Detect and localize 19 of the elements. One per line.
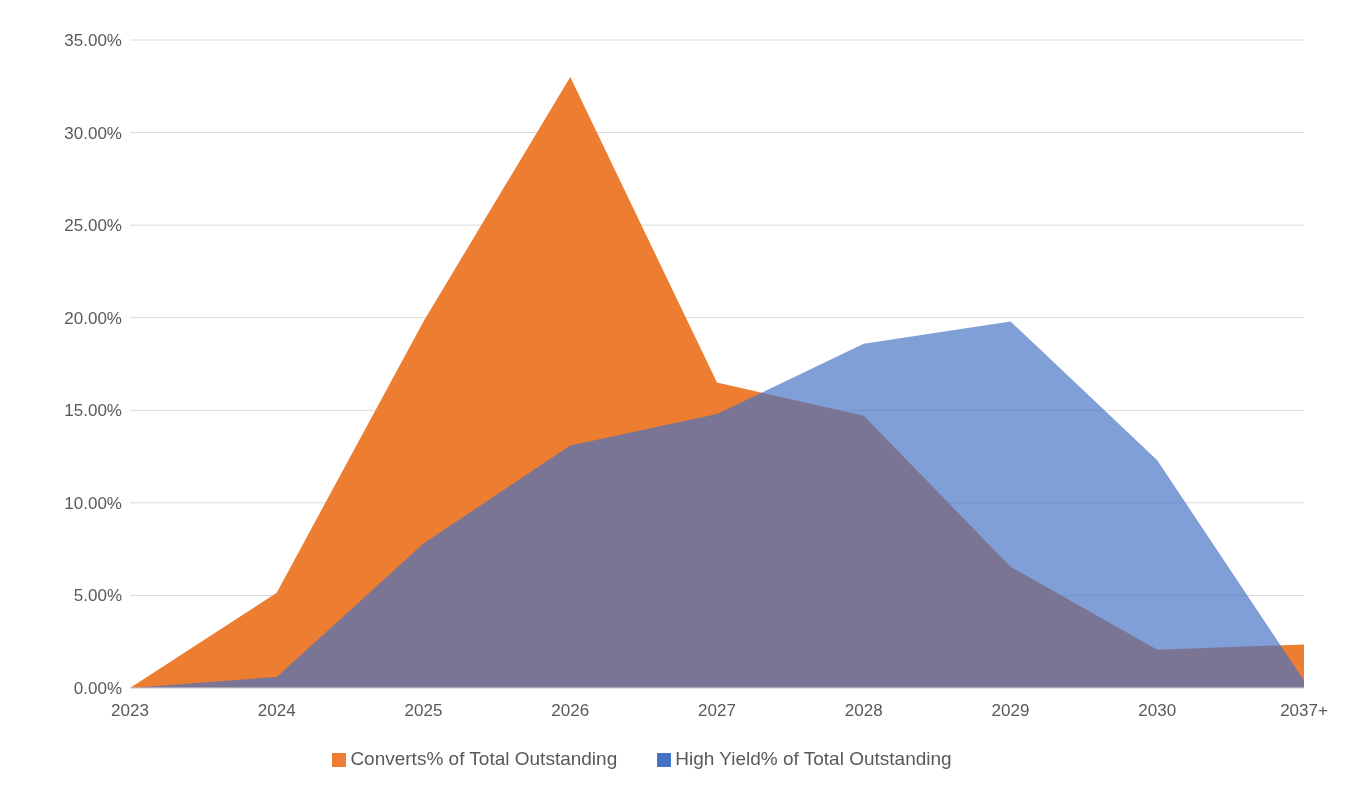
x-tick-label: 2025 xyxy=(404,701,443,721)
y-tick-label: 5.00% xyxy=(73,586,122,606)
y-tick-label: 15.00% xyxy=(64,401,122,421)
x-tick-label: 2037+ xyxy=(1280,701,1328,721)
x-tick-label: 2030 xyxy=(1138,701,1177,721)
x-tick-label: 2028 xyxy=(844,701,883,721)
legend-label: Converts% of Total Outstanding xyxy=(350,748,618,769)
x-tick-label: 2026 xyxy=(551,701,590,721)
x-tick-label: 2029 xyxy=(991,701,1030,721)
y-tick-label: 35.00% xyxy=(64,31,122,51)
x-tick-label: 2024 xyxy=(257,701,296,721)
x-tick-label: 2027 xyxy=(698,701,736,721)
y-tick-label: 20.00% xyxy=(64,308,122,328)
x-tick-label: 2023 xyxy=(111,701,149,721)
y-tick-label: 0.00% xyxy=(73,679,122,699)
y-tick-label: 25.00% xyxy=(64,216,122,236)
y-tick-label: 30.00% xyxy=(64,123,122,143)
legend-label: High Yield% of Total Outstanding xyxy=(675,748,952,769)
y-tick-label: 10.00% xyxy=(64,493,122,513)
